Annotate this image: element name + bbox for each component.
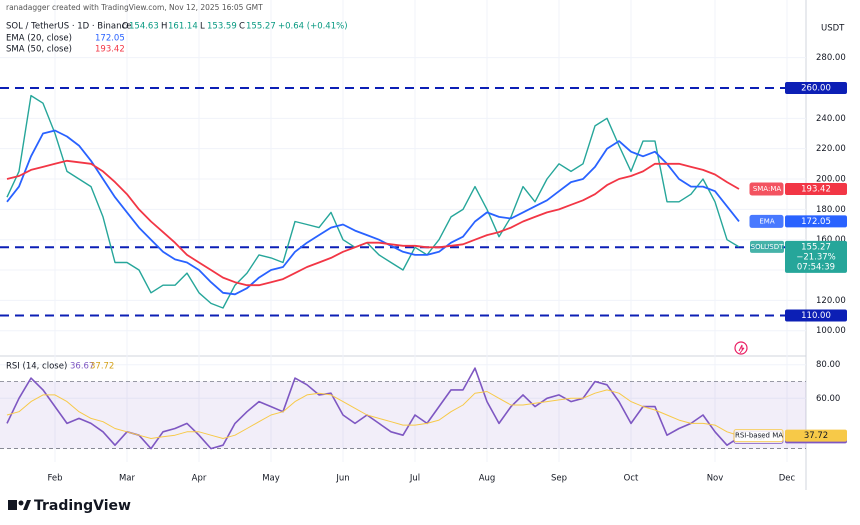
level-label: 110.00 [801,311,831,321]
series-line [6,389,740,439]
name-badge [749,214,784,228]
level-label: 260.00 [801,83,831,93]
logo-mark [8,500,17,510]
ema-legend-value: 172.05 [95,34,125,44]
series-line [6,159,740,287]
x-tick-label: Jul [409,474,420,484]
ohlc-key: H [161,22,167,32]
x-tick-label: Dec [779,474,796,484]
last-value: 172.05 [801,217,831,227]
symbol: SOL / TetherUS · 1D · Binance [6,22,131,32]
ohlc-key: C [239,22,245,32]
change: +0.64 (+0.41%) [278,22,348,32]
labels: ranadagger created with TradingView.com,… [6,3,846,514]
y-tick-label: 180.00 [816,205,846,215]
icon [734,341,748,355]
y-tick-label: 280.00 [816,53,846,63]
y-tick-label: 60.00 [816,394,840,404]
ohlc-value: 153.59 [207,22,237,32]
countdown: 07:54:39 [797,262,835,272]
logo-mark [23,500,31,510]
brand: TradingView [34,498,131,514]
series-name: EMA [759,217,774,225]
level-badge [785,81,847,94]
y-tick-label: 240.00 [816,114,846,124]
change-pct: −21.37% [796,252,836,262]
fire-icon [734,341,748,355]
value-badge [785,182,847,195]
currency: USDT [821,24,845,34]
logo-mark [18,500,24,506]
x-tick-label: Mar [119,474,136,484]
y-tick-label: 80.00 [816,360,840,370]
y-tick-label: 220.00 [816,144,846,154]
badges: 260.00155.00110.00SOLUSDT155.27−21.37%07… [733,81,847,444]
ohlc-value: 154.63 [129,22,159,32]
name-badge [749,182,784,196]
y-tick-label: 120.00 [816,296,846,306]
x-tick-label: May [262,474,280,484]
grid [0,0,806,462]
name-badge [733,429,784,443]
price-badge [785,240,847,273]
ohlc-value: 155.27 [246,22,276,32]
value-badge [785,215,847,228]
x-tick-label: Feb [47,474,62,484]
series-line [6,94,740,309]
logo: TradingView [8,498,131,514]
series-name: SMA:MA [753,185,782,193]
rsi-legend-value: 36.67 [70,362,94,372]
value-badge [785,429,847,442]
x-tick-label: Apr [192,474,207,484]
last-value: 155.27 [801,242,831,252]
ohlc-value: 161.14 [168,22,198,32]
last-value: 193.42 [801,184,831,194]
y-tick-label: 160.00 [816,235,846,245]
rsi-ma-legend-value: 37.72 [90,362,114,372]
series-name: RSI-based MA [735,432,783,440]
x-tick-label: Sep [551,474,567,484]
credit: ranadagger created with TradingView.com,… [6,3,263,12]
x-tick-label: Nov [707,474,724,484]
x-tick-label: Aug [479,474,496,484]
last-value: 37.72 [804,431,828,441]
ema-legend: EMA (20, close) [6,34,72,44]
plot [0,86,806,450]
rsi-band [0,381,806,449]
name-badge [750,240,784,253]
ohlc-key: O [122,22,129,32]
sma-legend-value: 193.42 [95,45,125,55]
x-tick-label: Jun [335,474,349,484]
y-tick-label: 200.00 [816,175,846,185]
rsi-legend: RSI (14, close) [6,362,67,372]
level-badge [785,309,847,322]
series-name: SOLUSDT [751,243,784,251]
sma-legend: SMA (50, close) [6,45,72,55]
icon [738,344,745,354]
y-tick-label: 100.00 [816,326,846,336]
series-line [6,129,740,296]
x-tick-label: Oct [624,474,639,484]
ohlc-key: L [200,22,205,32]
